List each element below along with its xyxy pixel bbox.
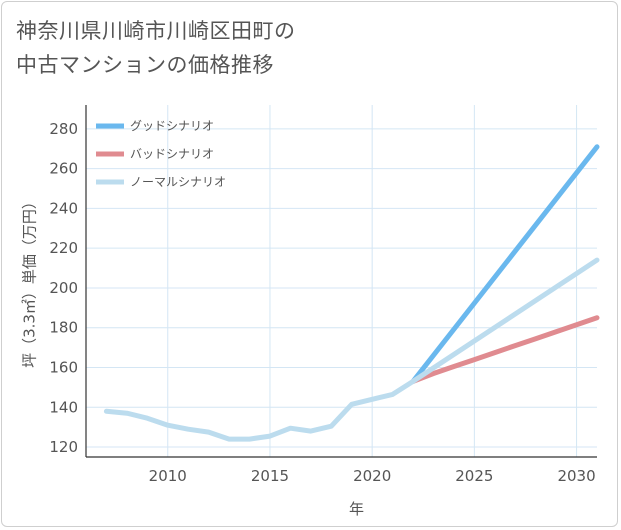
- tick-labels: 2010 2015 2020 2025 2030 120 140 160 180 200 220 24…: [49, 120, 595, 485]
- axes: [85, 105, 597, 458]
- y-tick-label: 200: [49, 279, 78, 297]
- x-tick-label: 2030: [557, 467, 595, 485]
- x-tick-label: 2025: [455, 467, 493, 485]
- series-lines: [103, 144, 600, 442]
- x-tick-label: 2010: [149, 467, 187, 485]
- y-tick-label: 120: [49, 438, 78, 456]
- chart-title-line-1: 神奈川県川崎市川崎区田町の: [16, 19, 296, 43]
- legend-label-good: グッドシナリオ: [130, 119, 214, 133]
- x-axis-label: 年: [349, 500, 364, 518]
- grid: [86, 105, 597, 457]
- legend-label-bad: バッドシナリオ: [130, 147, 214, 161]
- plot-area: [86, 105, 597, 457]
- series-line-normal: [103, 257, 600, 442]
- y-tick-label: 160: [49, 359, 78, 377]
- y-tick-label: 240: [49, 199, 78, 217]
- series-line-bad: [410, 315, 600, 384]
- y-tick-label: 260: [49, 160, 78, 178]
- y-tick-label: 140: [49, 398, 78, 416]
- y-tick-label: 220: [49, 239, 78, 257]
- y-tick-label: 180: [49, 319, 78, 337]
- chart-title: 神奈川県川崎市川崎区田町の 中古マンションの価格推移: [16, 14, 596, 82]
- y-axis-label: 坪（3.3㎡）単価（万円）: [21, 194, 39, 368]
- x-tick-label: 2020: [353, 467, 391, 485]
- x-tick-label: 2015: [251, 467, 289, 485]
- chart-title-line-2: 中古マンションの価格推移: [16, 53, 274, 77]
- series-line-good: [410, 144, 600, 384]
- y-tick-label: 280: [49, 120, 78, 138]
- legend-label-normal: ノーマルシナリオ: [130, 175, 226, 189]
